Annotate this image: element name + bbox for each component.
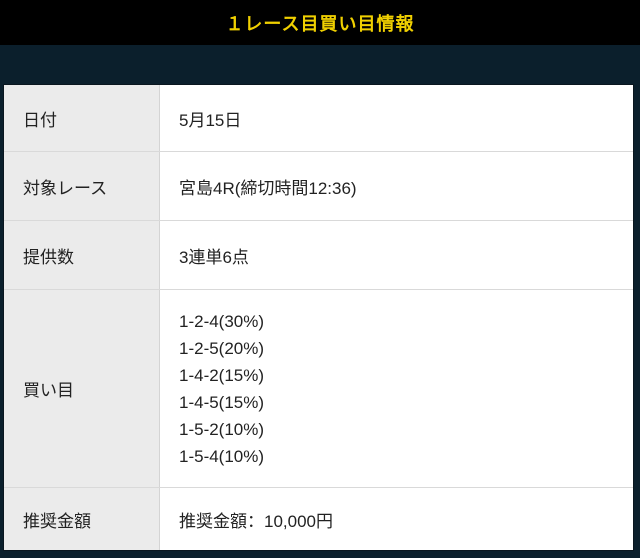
pick-line: 1-4-2(15%) [179, 365, 265, 385]
table-row-date: 日付 5月15日 [4, 85, 633, 152]
row-label-race: 対象レース [4, 152, 160, 220]
betting-info-table: 日付 5月15日 対象レース 宮島4R(締切時間12:36) 提供数 3連単6点… [3, 84, 634, 551]
row-label-count: 提供数 [4, 221, 160, 289]
pick-line: 1-4-5(15%) [179, 392, 265, 412]
row-label-amount: 推奨金額 [4, 488, 160, 550]
pick-line: 1-5-2(10%) [179, 419, 265, 439]
row-value-race: 宮島4R(締切時間12:36) [160, 152, 633, 220]
row-label-date: 日付 [4, 85, 160, 151]
page-title: １レース目買い目情報 [225, 13, 415, 34]
amount-value: 推奨金額：10,000円 [179, 511, 333, 531]
table-row-amount: 推奨金額 推奨金額：10,000円 [4, 488, 633, 550]
date-value: 5月15日 [179, 110, 242, 130]
table-row-count: 提供数 3連単6点 [4, 221, 633, 290]
race-value: 宮島4R(締切時間12:36) [179, 178, 357, 198]
page-header: １レース目買い目情報 [0, 0, 640, 45]
table-row-picks: 買い目 1-2-4(30%) 1-2-5(20%) 1-4-2(15%) 1-4… [4, 290, 633, 488]
picks-list: 1-2-4(30%) 1-2-5(20%) 1-4-2(15%) 1-4-5(1… [160, 290, 633, 487]
count-value: 3連単6点 [179, 247, 249, 267]
band-spacer [0, 45, 640, 84]
pick-line: 1-5-4(10%) [179, 446, 265, 466]
row-value-count: 3連単6点 [160, 221, 633, 289]
pick-line: 1-2-4(30%) [179, 311, 265, 331]
table-row-race: 対象レース 宮島4R(締切時間12:36) [4, 152, 633, 221]
row-label-picks: 買い目 [4, 290, 160, 487]
row-value-date: 5月15日 [160, 85, 633, 151]
pick-line: 1-2-5(20%) [179, 338, 265, 358]
row-value-amount: 推奨金額：10,000円 [160, 488, 633, 550]
